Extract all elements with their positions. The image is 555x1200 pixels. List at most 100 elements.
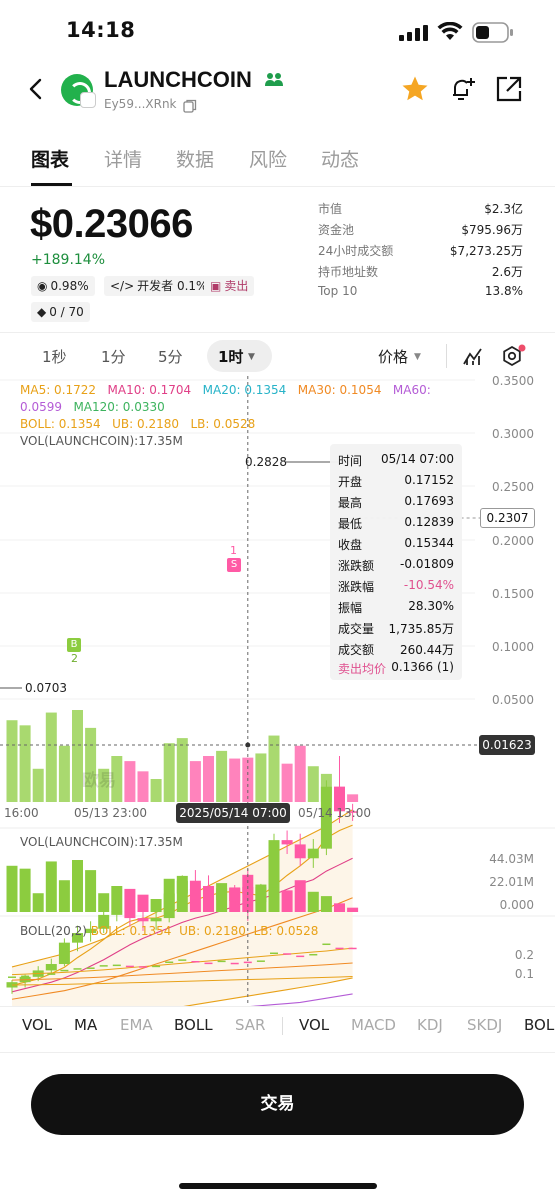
stat-value: 13.8%	[484, 284, 523, 298]
candle-body	[203, 890, 214, 900]
ub-legend: UB: 0.2180	[112, 417, 180, 431]
tab-risk[interactable]: 风险	[249, 149, 288, 171]
tab-details[interactable]: 详情	[104, 149, 143, 171]
indicator-ma[interactable]: MA	[74, 1016, 98, 1034]
ratio-chip[interactable]: ◆ 0 / 70	[31, 302, 90, 322]
copy-icon[interactable]	[183, 98, 197, 113]
ma20-legend: MA20: 0.1354	[202, 383, 287, 397]
chip-label: 0.98%	[50, 279, 89, 293]
candle-body	[229, 888, 241, 902]
tooltip-key: 卖出均价	[338, 662, 387, 676]
indicator-sub-vol[interactable]: VOL	[299, 1016, 330, 1034]
indicator-skdj[interactable]: SKDJ	[467, 1016, 503, 1034]
ma30-legend: MA30: 0.1054	[297, 383, 382, 397]
sub-volume-bar	[347, 907, 359, 912]
vol-legend: VOL(LAUNCHCOIN):17.35M	[20, 434, 183, 448]
divider	[0, 1052, 555, 1053]
volume-bar	[189, 761, 201, 802]
indicator-chart-icon[interactable]	[462, 345, 484, 367]
volume-bar	[347, 794, 359, 802]
tab-activity[interactable]: 动态	[321, 149, 360, 171]
sub-volume-bar	[320, 896, 332, 912]
share-icon[interactable]	[495, 75, 523, 103]
stat-label: 资金池	[318, 223, 355, 237]
tooltip-value: 0.1366 (1)	[391, 660, 454, 674]
tooltip-value: 260.44万	[400, 643, 454, 657]
tooltip-key: 涨跌额	[338, 559, 375, 573]
volume-bar	[72, 710, 83, 802]
indicator-kdj[interactable]: KDJ	[417, 1016, 443, 1034]
sub-volume-bar	[6, 865, 18, 912]
tooltip-value: 0.17152	[404, 473, 454, 487]
price-axis-label: 0.1000	[492, 640, 534, 654]
crosshair-price-tag: 0.01623	[479, 735, 535, 755]
add-alert-bell-icon[interactable]	[448, 74, 478, 104]
interval-1h[interactable]: 1时	[218, 348, 244, 366]
sub-volume-bar	[58, 880, 70, 912]
candle-tooltip: 时间 05/14 07:00 开盘 0.17152 最高 0.17693 最低 0.12…	[330, 444, 462, 680]
trade-button[interactable]: 交易	[31, 1074, 524, 1135]
time-axis-label: 05/13 23:00	[74, 806, 147, 820]
developer-chip[interactable]: </> 开发者 0.1%	[104, 276, 214, 296]
volume-bar	[163, 743, 175, 802]
volume-bar	[229, 758, 241, 802]
back-arrow-icon[interactable]	[26, 76, 46, 102]
sub-volume-bar	[137, 894, 149, 912]
boll-lower-line	[183, 977, 353, 1006]
chip-label: 开发者 0.1%	[137, 279, 208, 293]
price-toggle[interactable]: 价格	[378, 348, 409, 366]
volume-bar	[255, 753, 267, 802]
community-icon[interactable]	[264, 72, 284, 92]
divider	[282, 1017, 283, 1035]
indicator-vol[interactable]: VOL	[22, 1016, 53, 1034]
tooltip-value: 28.30%	[408, 599, 454, 613]
lb-legend: LB: 0.0528	[190, 417, 256, 431]
chip-label: 卖出	[224, 279, 249, 293]
indicator-boll[interactable]: BOLL	[174, 1016, 213, 1034]
price-chart[interactable]	[0, 376, 555, 1006]
chart-settings-icon[interactable]	[500, 344, 526, 370]
tab-data[interactable]: 数据	[176, 149, 215, 171]
code-icon: </>	[110, 279, 135, 293]
sell-marker[interactable]: S	[227, 558, 241, 572]
ma20-line	[11, 897, 353, 1000]
candle-body	[281, 840, 293, 845]
indicator-ema[interactable]: EMA	[120, 1016, 153, 1034]
interval-1s[interactable]: 1秒	[42, 348, 67, 366]
tab-chart[interactable]: 图表	[31, 149, 70, 171]
interval-1m[interactable]: 1分	[101, 348, 126, 366]
buy-marker[interactable]: B	[67, 638, 81, 652]
indicator-macd[interactable]: MACD	[351, 1016, 396, 1034]
divider	[0, 1006, 555, 1007]
interval-5m[interactable]: 5分	[158, 348, 183, 366]
holder-chip[interactable]: ◉ 0.98%	[31, 276, 95, 296]
home-indicator	[179, 1183, 377, 1189]
sub-volume-bar	[98, 893, 110, 912]
divider	[0, 332, 555, 333]
tooltip-value: 0.12839	[404, 515, 454, 529]
tooltip-row: 成交量 1,735.85万	[338, 620, 454, 637]
indicator-sar[interactable]: SAR	[235, 1016, 266, 1034]
time-axis-label: 16:00	[4, 806, 39, 820]
candle-body	[189, 880, 201, 891]
current-price: $0.23066	[30, 202, 193, 246]
tooltip-key: 振幅	[338, 601, 363, 615]
price-axis-label: 0.2500	[492, 480, 534, 494]
ma60-value: 0.0599	[20, 400, 62, 414]
stat-value: $7,273.25万	[449, 244, 523, 258]
tooltip-row: 开盘 0.17152	[338, 473, 454, 490]
ma-legend: MA5: 0.1722 MA10: 0.1704 MA20: 0.1354 MA…	[20, 382, 460, 450]
tooltip-value: -10.54%	[403, 578, 454, 592]
high-price-mark: 0.2828	[245, 455, 287, 469]
sell-chip[interactable]: ▣ 卖出	[204, 276, 255, 296]
chevron-down-icon: ▼	[414, 352, 421, 362]
tooltip-value: -0.01809	[400, 557, 454, 571]
volume-bar	[45, 712, 57, 802]
star-icon[interactable]	[400, 74, 430, 104]
boll-panel-ub: UB: 0.2180	[179, 924, 246, 938]
sub-volume-bar	[281, 890, 293, 912]
indicator-sub-boll[interactable]: BOL	[524, 1016, 555, 1034]
volume-bar	[6, 720, 18, 802]
stat-value: $795.96万	[461, 223, 523, 237]
tooltip-row: 涨跌幅 -10.54%	[338, 578, 454, 595]
